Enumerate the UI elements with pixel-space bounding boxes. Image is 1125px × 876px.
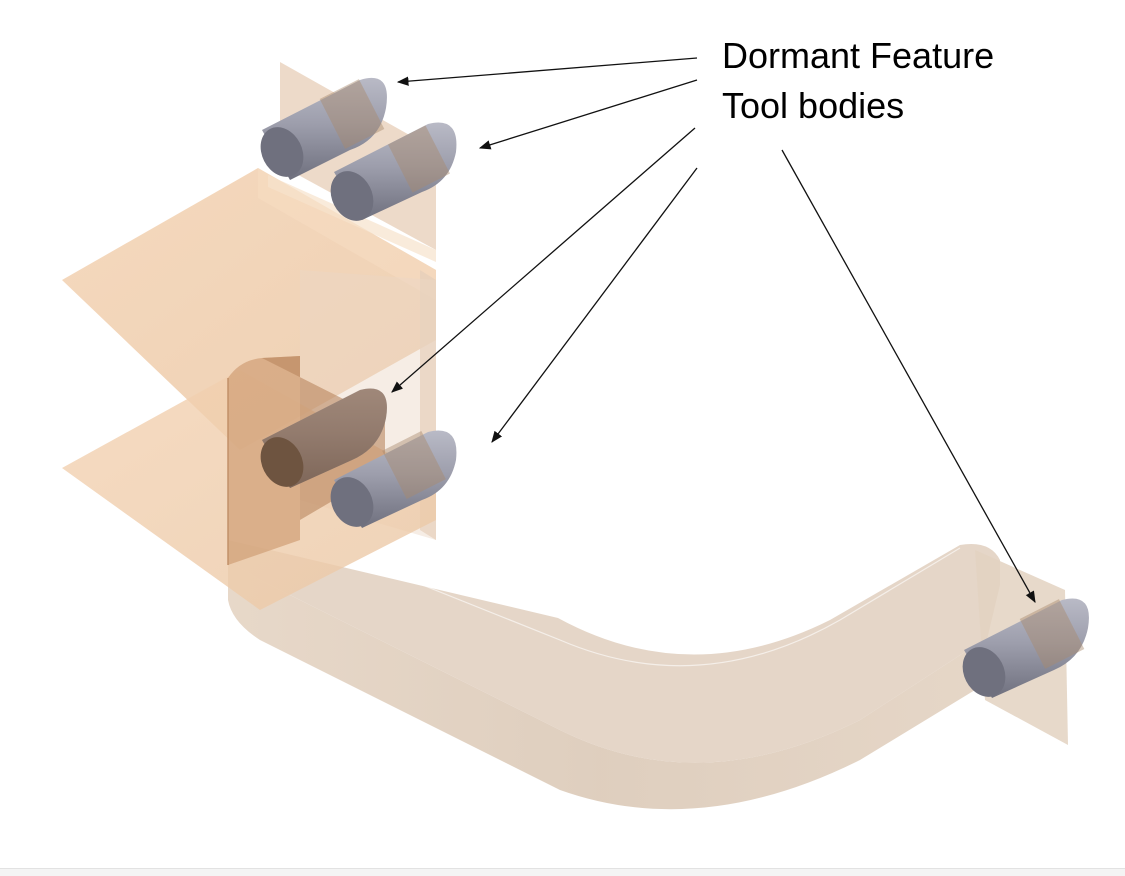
callout-label-line-2: Tool bodies — [722, 85, 904, 126]
arrow-to-tool-body-5 — [781, 149, 1036, 604]
tool-body-5 — [962, 598, 1089, 698]
tool-body-1 — [260, 77, 387, 180]
arrow-to-tool-body-3 — [391, 127, 696, 393]
tool-body-3 — [260, 388, 387, 488]
arrow-to-tool-body-4 — [491, 167, 698, 443]
tool-body-2 — [330, 122, 457, 221]
bent-channel-body — [228, 519, 1068, 810]
arrow-to-tool-body-2 — [478, 79, 698, 150]
tool-body-4 — [330, 430, 457, 528]
callout-arrows — [391, 57, 1036, 604]
callout-label-line-1: Dormant Feature — [722, 35, 994, 76]
arrow-to-tool-body-1 — [396, 57, 698, 86]
bottom-edge-bar — [0, 868, 1125, 876]
